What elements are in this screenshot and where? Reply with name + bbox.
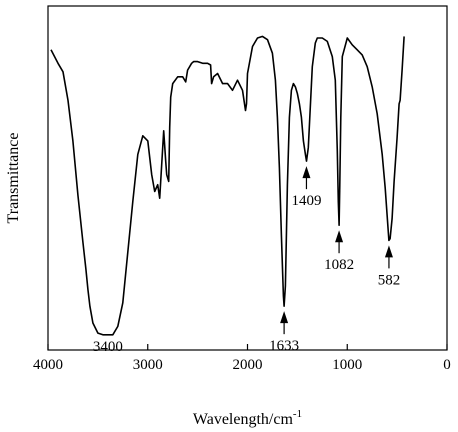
x-tick-label: 3000 (133, 357, 163, 373)
peak-label-1082: 1082 (324, 257, 354, 273)
x-tick-label: 4000 (33, 357, 63, 373)
x-axis-title-text: Wavelength/cm (193, 411, 294, 428)
peak-label-582: 582 (378, 272, 401, 288)
x-axis-title-superscript: -1 (293, 408, 302, 420)
x-axis-ticks (47, 344, 448, 350)
x-tick-label: 2000 (233, 357, 263, 373)
spectrum-line (50, 35, 405, 336)
arrow-head (335, 230, 344, 243)
peak-arrow-1082 (335, 230, 344, 254)
x-tick-label: 1000 (332, 357, 362, 373)
arrow-head (280, 311, 289, 324)
peak-annotations: 3400 1633 1409 1082 582 (93, 166, 400, 355)
arrow-head (384, 245, 393, 258)
peak-arrow-1409 (302, 166, 311, 190)
plot-frame (47, 5, 448, 351)
peak-label-1409: 1409 (291, 193, 321, 209)
x-tick-label: 0 (443, 357, 451, 373)
peak-label-1633: 1633 (269, 338, 299, 354)
x-axis-title: Wavelength/cm-1 (193, 408, 302, 428)
x-axis-tick-labels: 4000 3000 2000 1000 0 (33, 357, 451, 373)
peak-arrow-1633 (280, 311, 289, 335)
y-axis-title: Transmittance (5, 133, 22, 224)
arrow-head (302, 166, 311, 179)
peak-arrow-582 (384, 245, 393, 269)
peak-label-3400: 3400 (93, 339, 123, 355)
